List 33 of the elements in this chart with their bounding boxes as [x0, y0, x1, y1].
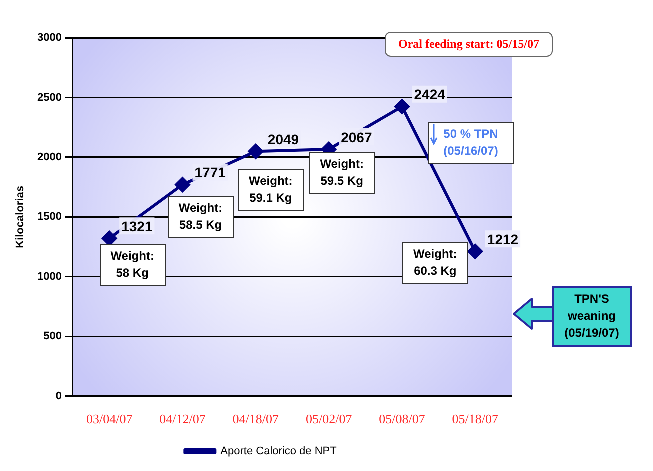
x-tick-label: 04/12/07	[160, 412, 206, 427]
point	[468, 244, 483, 260]
y-tick-label: 0	[56, 390, 62, 402]
y-tick-label: 1500	[38, 211, 62, 224]
y-axis-title: Kilocalorias	[14, 186, 27, 248]
data-label: 1771	[194, 164, 226, 181]
point	[248, 144, 264, 160]
x-tick-label: 03/04/07	[86, 412, 134, 427]
legend-label: Aporte Calorico de NPT	[220, 446, 338, 458]
point	[394, 99, 410, 114]
x-tick-label: 04/18/07	[232, 412, 280, 427]
annotation: Weight: 58.5 Kg	[168, 196, 234, 238]
y-tick-label: 3000	[38, 32, 62, 44]
data-label: 2424	[414, 86, 446, 103]
point	[175, 177, 190, 192]
y-tick-label: 2500	[38, 92, 62, 104]
y-tick-label: 500	[44, 330, 62, 343]
annotation: Weight: 59.5 Kg	[309, 152, 376, 194]
x-tick-label: 05/02/07	[306, 412, 353, 427]
y-tick-label: 1000	[38, 270, 62, 283]
annotation: 50 % TPN (05/16/07)	[428, 122, 514, 164]
data-label: 1321	[122, 218, 153, 234]
annotation: Weight: 58 Kg	[100, 244, 166, 286]
annotation: Weight: 60.3 Kg	[402, 242, 468, 284]
data-label: 2067	[341, 129, 372, 146]
x-tick-label: 05/08/07	[379, 412, 426, 427]
annotation: Weight: 59.1 Kg	[238, 168, 304, 211]
x-tick-label: 05/18/07	[452, 412, 500, 427]
data-label: 2049	[268, 131, 300, 148]
data-label: 1212	[487, 231, 519, 248]
annotation: Oral feeding start: 05/15/07	[385, 32, 553, 57]
y-tick-label: 2000	[38, 152, 62, 164]
text: TPN'S weaning (05/19/07)	[552, 286, 632, 347]
